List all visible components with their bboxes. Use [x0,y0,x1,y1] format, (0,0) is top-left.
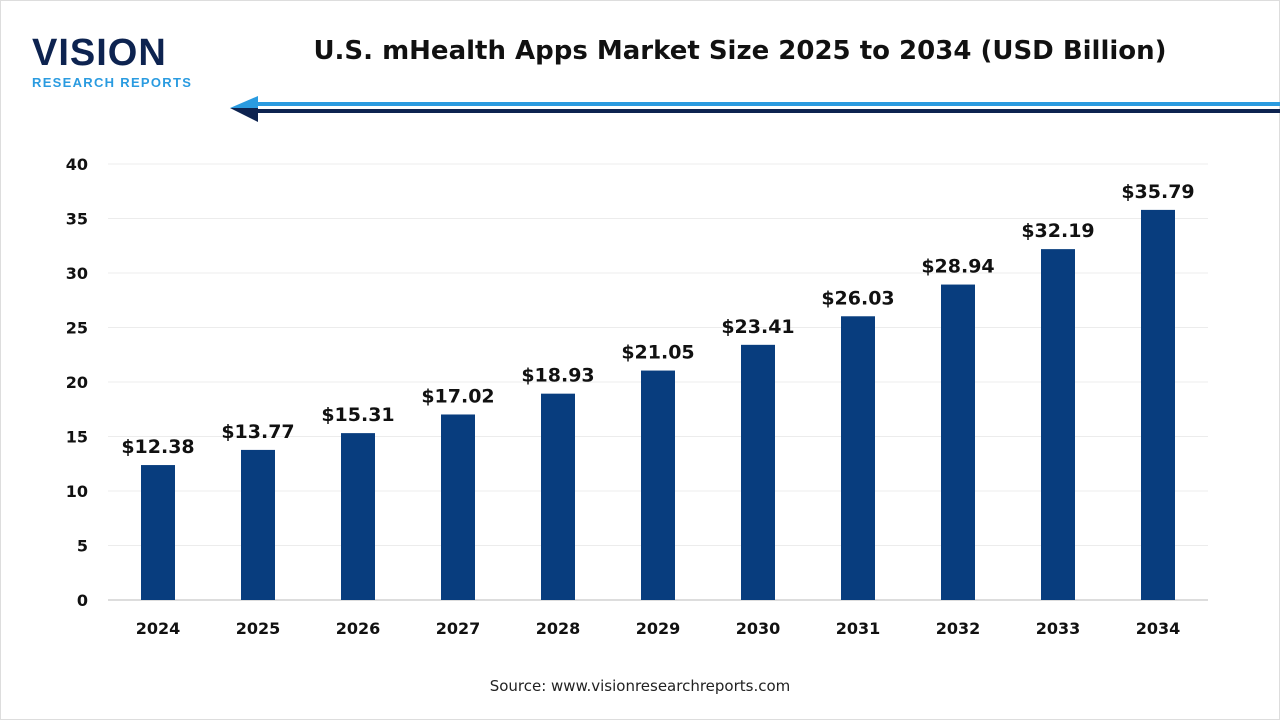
data-label: $17.02 [421,385,494,407]
y-tick-label: 5 [77,537,88,556]
bar [1041,249,1075,600]
y-tick-label: 20 [66,373,88,392]
header-arrow [230,96,1280,122]
x-tick-label: 2031 [836,619,881,638]
x-tick-label: 2028 [536,619,581,638]
y-tick-label: 30 [66,264,88,283]
x-tick-label: 2033 [1036,619,1081,638]
x-tick-label: 2026 [336,619,381,638]
bar [1141,209,1175,600]
y-tick-label: 0 [77,591,88,610]
bar [441,414,475,600]
chart-title: U.S. mHealth Apps Market Size 2025 to 20… [313,36,1167,66]
data-label: $15.31 [321,404,394,426]
bar [341,433,375,600]
bar [941,284,975,600]
x-tick-label: 2029 [636,619,681,638]
logo-sub: RESEARCH REPORTS [32,75,193,90]
y-tick-label: 25 [66,319,88,338]
y-tick-label: 40 [66,155,88,174]
bar [741,344,775,600]
y-tick-label: 10 [66,482,88,501]
bar [141,465,175,600]
data-label: $26.03 [821,287,894,309]
x-tick-label: 2032 [936,619,981,638]
data-label: $13.77 [221,421,294,443]
y-tick-label: 15 [66,428,88,447]
data-label: $32.19 [1021,220,1094,242]
x-tick-label: 2025 [236,619,281,638]
bar [841,316,875,600]
x-tick-label: 2030 [736,619,781,638]
y-tick-label: 35 [66,210,88,229]
bar [641,370,675,600]
bar [541,393,575,600]
data-label: $12.38 [121,436,194,458]
source-note: Source: www.visionresearchreports.com [489,677,791,695]
data-label: $18.93 [521,365,594,387]
data-label: $23.41 [721,316,794,338]
data-label: $35.79 [1121,181,1194,203]
data-label: $28.94 [921,256,994,278]
bar [241,449,275,600]
logo: VISION RESEARCH REPORTS [32,34,192,90]
x-tick-label: 2034 [1136,619,1181,638]
logo-word: VISION [32,32,167,74]
x-tick-label: 2024 [136,619,181,638]
data-label: $21.05 [621,342,694,364]
x-tick-label: 2027 [436,619,481,638]
